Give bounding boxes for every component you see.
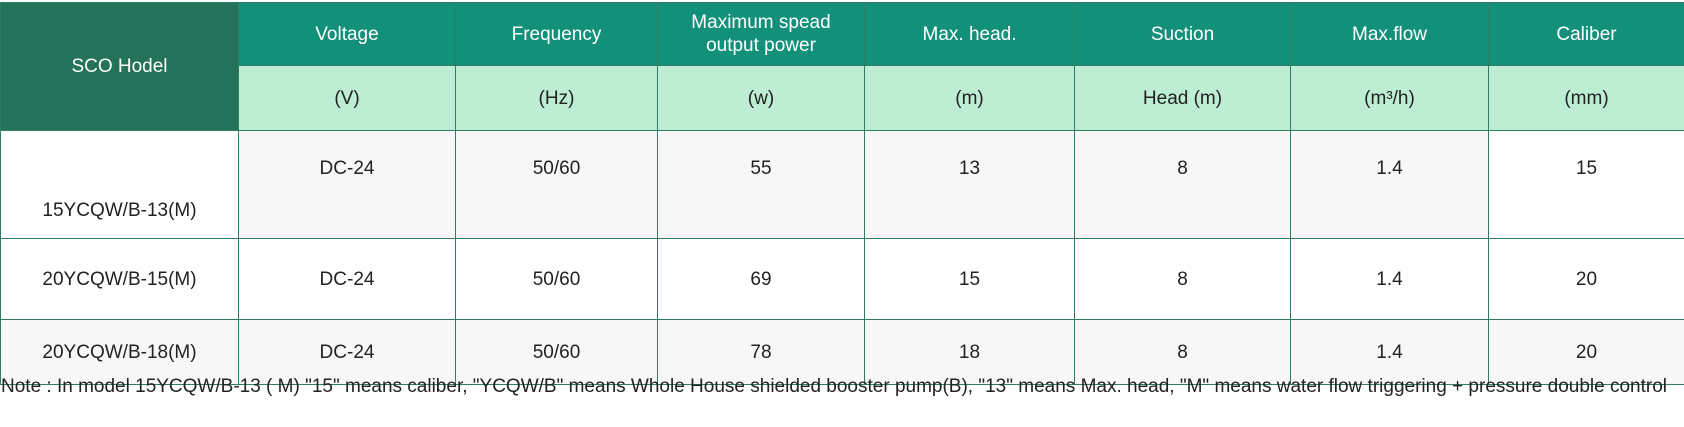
max-flow-header: Max.flow	[1290, 2, 1489, 66]
suction-header: Suction	[1074, 2, 1291, 66]
model-cell: 20YCQW/B-15(M)	[0, 238, 239, 320]
voltage-cell: DC-24	[238, 130, 456, 239]
output-power-cell: 78	[657, 319, 865, 385]
caliber-cell: 15	[1488, 130, 1684, 239]
model-cell: 15YCQW/B-13(M)	[0, 130, 239, 239]
table-row: 20YCQW/B-15(M) DC-24 50/60 69 15 8 1.4 2…	[0, 238, 1684, 320]
output-power-cell: 55	[657, 130, 865, 239]
suction-cell: 8	[1074, 130, 1291, 239]
max-flow-cell: 1.4	[1290, 238, 1489, 320]
max-flow-cell: 1.4	[1290, 130, 1489, 239]
frequency-unit: (Hz)	[455, 65, 658, 131]
max-head-unit: (m)	[864, 65, 1075, 131]
caliber-cell: 20	[1488, 238, 1684, 320]
voltage-unit: (V)	[238, 65, 456, 131]
max-flow-cell: 1.4	[1290, 319, 1489, 385]
spec-table: SCO Hodel Voltage Frequency Maximum spea…	[0, 2, 1684, 385]
caliber-header: Caliber	[1488, 2, 1684, 66]
model-column-header: SCO Hodel	[0, 2, 239, 131]
unit-row: (V) (Hz) (w) (m) Head (m) (m³/h) (mm)	[1, 65, 1684, 131]
suction-unit: Head (m)	[1074, 65, 1291, 131]
max-flow-unit: (m³/h)	[1290, 65, 1489, 131]
frequency-cell: 50/60	[455, 130, 658, 239]
voltage-cell: DC-24	[238, 238, 456, 320]
caliber-unit: (mm)	[1488, 65, 1684, 131]
max-head-cell: 13	[864, 130, 1075, 239]
table-row: 15YCQW/B-13(M) DC-24 50/60 55 13 8 1.4 1…	[0, 130, 1684, 239]
table-row: 20YCQW/B-18(M) DC-24 50/60 78 18 8 1.4 2…	[0, 319, 1684, 385]
suction-cell: 8	[1074, 238, 1291, 320]
max-head-cell: 15	[864, 238, 1075, 320]
model-note: Note : In model 15YCQW/B-13 ( M) "15" me…	[1, 376, 1667, 397]
max-head-header: Max. head.	[864, 2, 1075, 66]
output-power-cell: 69	[657, 238, 865, 320]
max-head-cell: 18	[864, 319, 1075, 385]
caliber-cell: 20	[1488, 319, 1684, 385]
output-power-unit: (w)	[657, 65, 865, 131]
frequency-cell: 50/60	[455, 238, 658, 320]
model-cell: 20YCQW/B-18(M)	[0, 319, 239, 385]
voltage-header: Voltage	[238, 2, 456, 66]
header-row: SCO Hodel Voltage Frequency Maximum spea…	[0, 2, 1684, 131]
suction-cell: 8	[1074, 319, 1291, 385]
frequency-cell: 50/60	[455, 319, 658, 385]
output-power-header: Maximum spead output power	[657, 2, 865, 66]
frequency-header: Frequency	[455, 2, 658, 66]
